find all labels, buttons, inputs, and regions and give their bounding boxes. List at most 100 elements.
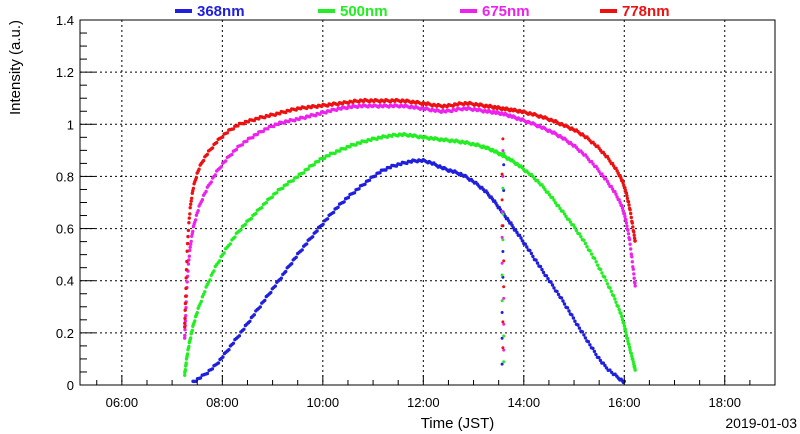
- data-point: [570, 313, 574, 317]
- data-point: [221, 135, 225, 139]
- data-point: [624, 333, 629, 337]
- data-point: [624, 218, 628, 222]
- data-point: [184, 276, 188, 280]
- data-point: [613, 189, 617, 194]
- data-point: [607, 182, 611, 186]
- data-point: [608, 286, 612, 290]
- data-point: [564, 214, 568, 219]
- data-point: [240, 143, 245, 147]
- dropout-point: [502, 348, 506, 352]
- data-point: [609, 184, 613, 189]
- data-point: [514, 228, 518, 232]
- data-point: [620, 314, 624, 319]
- data-point: [184, 361, 188, 365]
- data-point: [632, 272, 636, 276]
- data-point: [231, 127, 236, 131]
- data-point: [632, 236, 637, 240]
- data-point: [525, 245, 529, 249]
- data-point: [230, 152, 234, 157]
- dropout-point: [500, 198, 504, 202]
- data-point: [218, 259, 222, 263]
- data-point: [558, 206, 562, 211]
- data-point: [191, 186, 196, 191]
- data-point: [588, 343, 592, 347]
- data-point: [336, 205, 340, 209]
- data-point: [204, 189, 208, 194]
- data-point: [183, 316, 187, 321]
- data-point: [622, 212, 627, 216]
- data-point: [593, 256, 597, 261]
- data-point: [190, 328, 194, 333]
- data-point: [627, 342, 631, 346]
- data-point: [625, 336, 630, 341]
- data-point: [605, 179, 610, 184]
- data-point: [633, 281, 637, 285]
- data-point: [205, 371, 210, 376]
- data-point: [556, 292, 561, 297]
- data-point: [193, 319, 197, 323]
- data-point: [632, 230, 636, 234]
- data-point: [617, 307, 621, 312]
- dropout-point: [500, 172, 504, 176]
- data-point: [300, 248, 304, 252]
- data-point: [184, 314, 188, 318]
- data-point: [598, 358, 603, 363]
- data-point: [550, 195, 555, 200]
- data-point: [623, 327, 628, 332]
- data-point: [630, 221, 634, 225]
- data-point: [620, 206, 625, 210]
- dropout-point: [502, 360, 506, 364]
- dropout-point: [502, 285, 506, 289]
- data-point: [248, 319, 252, 323]
- data-point: [589, 252, 594, 256]
- data-point: [263, 298, 267, 303]
- y-tick-label: 0.6: [56, 222, 74, 237]
- y-axis-title: Intensity (a.u.): [7, 20, 24, 115]
- data-point: [622, 324, 627, 328]
- data-point: [517, 233, 522, 237]
- data-point: [531, 254, 535, 259]
- data-point: [624, 191, 629, 195]
- data-point: [195, 311, 199, 315]
- date-label: 2019-01-03: [725, 415, 797, 431]
- data-point: [594, 164, 598, 169]
- data-point: [562, 212, 567, 216]
- tick-labels: 06:00 08:00 10:00 12:00 14:00 16:00 18:00 0 0.2 0…: [56, 13, 741, 410]
- data-point: [186, 234, 190, 239]
- data-point: [627, 203, 631, 207]
- data-point: [327, 154, 331, 158]
- data-point: [205, 152, 209, 157]
- data-point: [294, 255, 298, 259]
- data-point: [594, 352, 598, 357]
- data-point: [183, 328, 187, 332]
- data-point: [242, 327, 246, 331]
- data-point: [628, 348, 632, 352]
- data-point: [549, 280, 553, 284]
- data-point: [183, 333, 187, 338]
- data-point: [556, 204, 561, 208]
- data-point: [194, 175, 199, 180]
- data-point: [189, 202, 193, 206]
- legend: 368nm 500nm 675nm 778nm: [175, 3, 670, 20]
- data-point: [592, 349, 597, 354]
- data-point: [189, 199, 193, 203]
- data-point: [187, 221, 191, 225]
- y-tick-label: 0.2: [56, 326, 74, 341]
- data-point: [184, 294, 188, 298]
- data-point: [571, 223, 576, 227]
- data-point: [594, 260, 598, 264]
- data-point: [185, 280, 189, 284]
- x-tick-label: 16:00: [608, 395, 641, 410]
- data-point: [601, 361, 605, 365]
- data-point: [616, 304, 620, 309]
- data-point: [627, 237, 632, 242]
- data-point: [625, 196, 630, 201]
- data-point: [591, 162, 595, 166]
- data-point: [212, 269, 216, 273]
- y-tick-label: 0.8: [56, 169, 74, 184]
- data-point: [597, 355, 601, 360]
- data-point: [528, 248, 532, 253]
- data-point: [624, 330, 628, 335]
- data-point: [237, 334, 242, 338]
